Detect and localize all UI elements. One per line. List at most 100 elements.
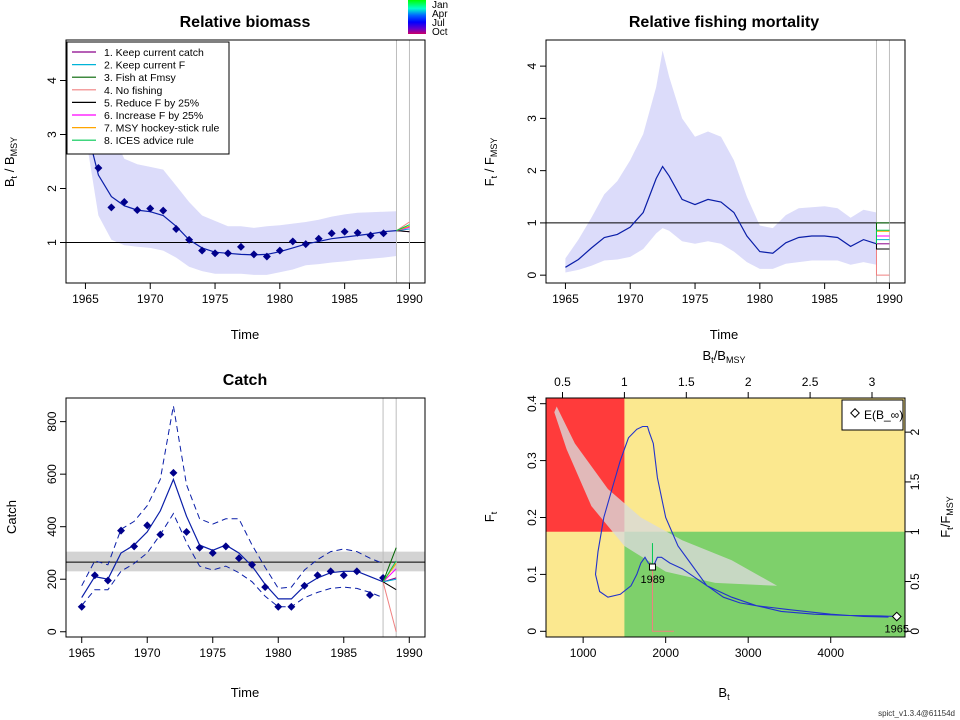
catch-ytick-label: 200 [45, 569, 59, 589]
biomass-observation-point [249, 250, 258, 259]
kobe-top-tick-label: 3 [869, 375, 876, 389]
panel-kobe-phase: 1965 1989 1000 2000 3000 4000 0 0.1 0.2 0.3 0.4 0.… [482, 348, 955, 702]
fishing-mortality-ytick-label: 3 [525, 115, 539, 122]
kobe-end-label: 1989 [640, 574, 664, 586]
kobe-top-tick-label: 1.5 [678, 375, 695, 389]
fishing-mortality-ytick-label: 4 [525, 62, 539, 69]
catch-observation-point [169, 468, 178, 477]
kobe-start-label: 1965 [885, 624, 909, 636]
kobe-ytick-label: 0.3 [525, 452, 539, 469]
kobe-zones [546, 398, 905, 637]
biomass-xtick-label: 1975 [202, 292, 229, 306]
kobe-right-tick-label: 2 [908, 428, 922, 435]
biomass-reference-line [66, 40, 425, 283]
biomass-observation-point [185, 235, 194, 244]
diamond-icon [850, 408, 860, 418]
fishing-mortality-xtick-label: 1975 [682, 292, 709, 306]
fishing-mortality-xtick-label: 1985 [811, 292, 838, 306]
catch-forecast-line [382, 560, 397, 583]
biomass-ytick-label: 3 [45, 131, 59, 138]
biomass-observation-point [366, 231, 375, 240]
biomass-observation-point [237, 242, 245, 251]
kobe-right-tick-label: 1.5 [908, 473, 922, 490]
catch-forecast-line [382, 578, 397, 583]
kobe-confidence-region [554, 406, 778, 586]
fishing-mortality-forecast-line [875, 243, 890, 276]
biomass-title: Relative biomass [180, 14, 311, 31]
legend-entry-label: 6. Increase F by 25% [104, 110, 203, 122]
kobe-legend: E(B_∞) [841, 399, 904, 431]
catch-observation-point [117, 526, 125, 535]
kobe-legend-label: E(B_∞) [864, 408, 903, 422]
kobe-confidence-polygon [554, 406, 778, 586]
catch-observation-point [313, 571, 322, 580]
catch-xtick-label: 1975 [199, 646, 226, 660]
legend-box [66, 41, 230, 155]
kobe-trajectory [594, 425, 897, 632]
biomass-observation-point [224, 249, 232, 258]
footer-version: spict_v1.3.4@61154d [878, 709, 955, 718]
catch-observation-point [274, 602, 283, 611]
kobe-xtick-label: 4000 [817, 646, 844, 660]
kobe-top-tick-label: 1 [621, 375, 628, 389]
season-apr: Apr [432, 9, 448, 20]
fishing-mortality-xtick-label: 1970 [617, 292, 644, 306]
kobe-ylabel: Ft [482, 511, 499, 522]
biomass-xtick-label: 1990 [396, 292, 423, 306]
panel-relative-biomass: Relative biomass 1965 1970 1975 1980 1985 199… [2, 0, 448, 342]
biomass-observation-point [379, 229, 388, 238]
catch-msy-band [66, 398, 425, 637]
legend-entry-label: 7. MSY hockey-stick rule [104, 123, 220, 135]
catch-xtick-label: 1985 [330, 646, 357, 660]
catch-ytick-label: 400 [45, 516, 59, 536]
fishing-mortality-xtick-label: 1965 [552, 292, 579, 306]
biomass-axes: 1965 1970 1975 1980 1985 1990 1 2 3 4 [45, 77, 423, 306]
legend-entry-label: 5. Reduce F by 25% [104, 97, 199, 109]
catch-ci-lines [81, 405, 384, 608]
catch-ylabel: Catch [4, 500, 19, 534]
kobe-xtick-label: 1000 [570, 646, 597, 660]
biomass-observation-point [353, 228, 362, 237]
fishing-mortality-axes: 1965 1970 1975 1980 1985 1990 0 1 2 3 4 [525, 62, 903, 306]
biomass-observation-point [107, 203, 116, 212]
catch-msy-band-rect [66, 551, 425, 572]
fishing-mortality-estimate-line [565, 165, 877, 268]
panel-relative-fishing-mortality: Relative fishing mortality 1965 1970 1975 1… [482, 14, 906, 342]
biomass-xtick-label: 1965 [72, 292, 99, 306]
biomass-observation-point [133, 206, 142, 215]
catch-observation-point [130, 542, 139, 551]
fishing-mortality-ci-band [565, 50, 877, 273]
biomass-observation-point [146, 204, 155, 213]
catch-xtick-label: 1990 [396, 646, 423, 660]
kobe-top-tick-label: 2 [745, 375, 752, 389]
kobe-forecast-no-fishing [651, 567, 674, 632]
season-jul: Jul [432, 18, 445, 29]
kobe-xtick-label: 3000 [735, 646, 762, 660]
season-oct: Oct [432, 27, 448, 38]
fishing-mortality-xtick-label: 1990 [876, 292, 903, 306]
biomass-observation-point [211, 249, 220, 258]
kobe-ytick-label: 0.4 [525, 395, 539, 412]
catch-forecast-line [382, 581, 397, 591]
catch-ci-upper [81, 405, 384, 589]
kobe-end-point [648, 563, 656, 571]
kobe-top-tick-label: 2.5 [802, 375, 819, 389]
legend-entry-label: 4. No fishing [104, 85, 163, 97]
biomass-ytick-label: 2 [45, 185, 59, 192]
biomass-observation-point [327, 229, 336, 238]
fishing-mortality-ytick-label: 2 [525, 167, 539, 174]
catch-observation-point [339, 571, 348, 580]
season-jan: Jan [432, 0, 448, 11]
biomass-observation-point [314, 234, 323, 243]
legend-entry-label: 2. Keep current F [104, 60, 185, 72]
fishing-mortality-xtick-label: 1980 [746, 292, 773, 306]
biomass-observation-point [340, 227, 349, 236]
biomass-ci-band [85, 112, 397, 275]
catch-observation-point [287, 602, 296, 611]
catch-ytick-label: 600 [45, 464, 59, 484]
kobe-xlabel: Bt [718, 685, 730, 702]
biomass-observation-point [288, 237, 297, 246]
biomass-ytick-label: 1 [45, 239, 59, 246]
